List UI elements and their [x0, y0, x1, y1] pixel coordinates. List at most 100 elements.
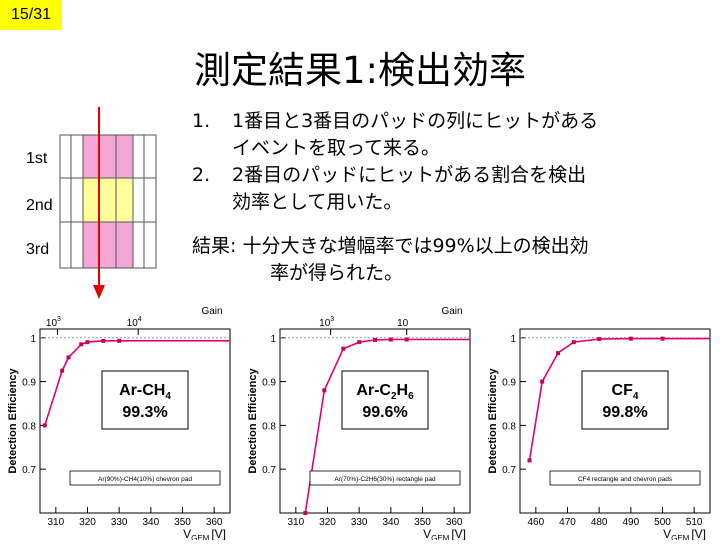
plot-frame [39, 328, 231, 514]
x-tick-label: 510 [686, 517, 703, 528]
x-tick-label: 360 [446, 517, 463, 528]
gas-name-main: Ar-CH [119, 382, 165, 399]
data-point [101, 338, 106, 343]
gas-name-sub: 4 [633, 391, 639, 402]
data-point [303, 511, 308, 515]
efficiency-chart-ar-ch4: 0.7 0.8 0.9 1 310 320 330 340 350 360 Gain 103 104 De… [4, 305, 244, 543]
data-point [79, 342, 84, 347]
caption-box [69, 470, 221, 486]
gain-base: 10 [127, 318, 139, 329]
data-point [66, 355, 71, 360]
track-arrow [93, 107, 105, 299]
y-tick-label: 1 [510, 334, 516, 345]
pad-label-1st: 1st [26, 150, 48, 167]
y-tick-label: 0.8 [22, 421, 36, 432]
x-label-main: V [663, 527, 671, 540]
efficiency-value: 99.6% [362, 404, 407, 421]
caption-text: Ar(90%)-CH4(10%) chevron pad [98, 476, 192, 483]
pad-label-2nd: 2nd [26, 197, 53, 214]
gas-name: CF4 [612, 382, 639, 402]
gas-name-sub2: 6 [408, 391, 414, 402]
y-tick-label: 0.7 [502, 465, 516, 476]
pad-diagram: 1st 2nd 3rd [0, 105, 190, 305]
data-point [571, 340, 576, 345]
gas-name-sub: 2 [391, 391, 397, 402]
y-tick-label: 0.9 [502, 378, 516, 389]
list-item-2: 2. 2番目のパッドにヒットがある割合を検出 効率として用いた。 [192, 162, 712, 216]
gain-tick-label: 10 [397, 318, 409, 329]
y-tick-label: 1 [270, 334, 276, 345]
x-tick-label: 340 [382, 517, 399, 528]
data-point [85, 340, 90, 345]
gas-label-box [101, 370, 189, 430]
y-axis-label: Detection Efficiency [487, 368, 499, 474]
x-label-sub: GEM [671, 534, 690, 540]
gas-name-main: Ar-C [356, 382, 391, 399]
gas-name-main: CF [612, 382, 634, 399]
x-label-main: V [423, 527, 431, 540]
data-point [322, 388, 327, 393]
x-tick-label: 480 [591, 517, 608, 528]
y-tick-label: 0.7 [262, 465, 276, 476]
data-point [527, 458, 532, 463]
y-axis-label: Detection Efficiency [7, 368, 19, 474]
x-tick-label: 360 [206, 517, 223, 528]
gas-name: Ar-C2H6 [356, 382, 414, 402]
list-number: 1. [192, 110, 211, 132]
data-point [341, 346, 346, 351]
data-point [373, 337, 377, 342]
x-tick-label: 340 [142, 517, 159, 528]
y-tick-label: 0.9 [262, 378, 276, 389]
x-tick-label: 310 [47, 517, 64, 528]
gain-tick-label: 104 [127, 316, 142, 329]
x-tick-label: 330 [351, 517, 368, 528]
y-tick-label: 0.8 [262, 421, 276, 432]
gas-name-rest: H [397, 382, 409, 399]
data-point [117, 338, 122, 343]
chart-svg: 0.7 0.8 0.9 1 460 470 480 490 500 510 Detection Ef… [487, 328, 711, 543]
data-point [660, 336, 665, 341]
y-tick-label: 0.9 [22, 378, 36, 389]
x-axis-label: VGEM [V] [423, 527, 466, 540]
x-axis-label: VGEM [V] [663, 527, 706, 540]
x-tick-label: 460 [527, 517, 544, 528]
list-line: 効率として用いた。 [232, 191, 403, 213]
x-tick-label: 500 [654, 517, 671, 528]
efficiency-chart-cf4: 0.7 0.8 0.9 1 460 470 480 490 500 510 Detection Ef… [484, 305, 720, 543]
efficiency-chart-ar-c2h6: 0.7 0.8 0.9 1 310 320 330 340 350 360 Gain 103 10 Det… [244, 305, 484, 543]
x-label-unit: [V] [211, 527, 226, 540]
data-point [42, 423, 47, 428]
y-tick-label: 0.8 [502, 421, 516, 432]
procedure-list: 1. 1番目と3番目のパッドの列にヒットがある イベントを取って来る。 2. 2… [192, 108, 712, 216]
slide-title: 測定結果1:検出効率 [193, 49, 526, 92]
gas-label-box [581, 370, 669, 430]
gain-exponent: 3 [330, 316, 334, 323]
caption-box [309, 470, 461, 486]
gas-name: Ar-CH4 [119, 382, 171, 402]
x-tick-label: 350 [414, 517, 431, 528]
x-label-unit: [V] [691, 527, 706, 540]
fit-curve [304, 338, 470, 514]
x-label-unit: [V] [451, 527, 466, 540]
result-text: 結果: 十分大きな増幅率では99%以上の検出効 率が得られた。 [192, 233, 712, 287]
gain-axis-label: Gain [441, 306, 462, 317]
pad-row-1 [59, 134, 157, 179]
pad-row-2 [59, 177, 157, 223]
gas-label-box [341, 370, 429, 430]
efficiency-value: 99.8% [602, 404, 647, 421]
list-line: イベントを取って来る。 [232, 137, 441, 159]
gas-name-sub: 4 [165, 391, 171, 402]
pad-diagram-svg [59, 107, 157, 299]
data-point [357, 340, 362, 345]
list-line: 2番目のパッドにヒットがある割合を検出 [232, 164, 587, 186]
data-point [540, 379, 545, 384]
result-line-2: 率が得られた。 [270, 262, 404, 284]
fit-curve [528, 337, 710, 461]
x-tick-label: 310 [287, 517, 304, 528]
x-tick-label: 470 [559, 517, 576, 528]
gain-base: 10 [397, 318, 409, 329]
plot-frame [519, 328, 711, 514]
list-number: 2. [192, 164, 211, 186]
data-point [628, 336, 633, 341]
